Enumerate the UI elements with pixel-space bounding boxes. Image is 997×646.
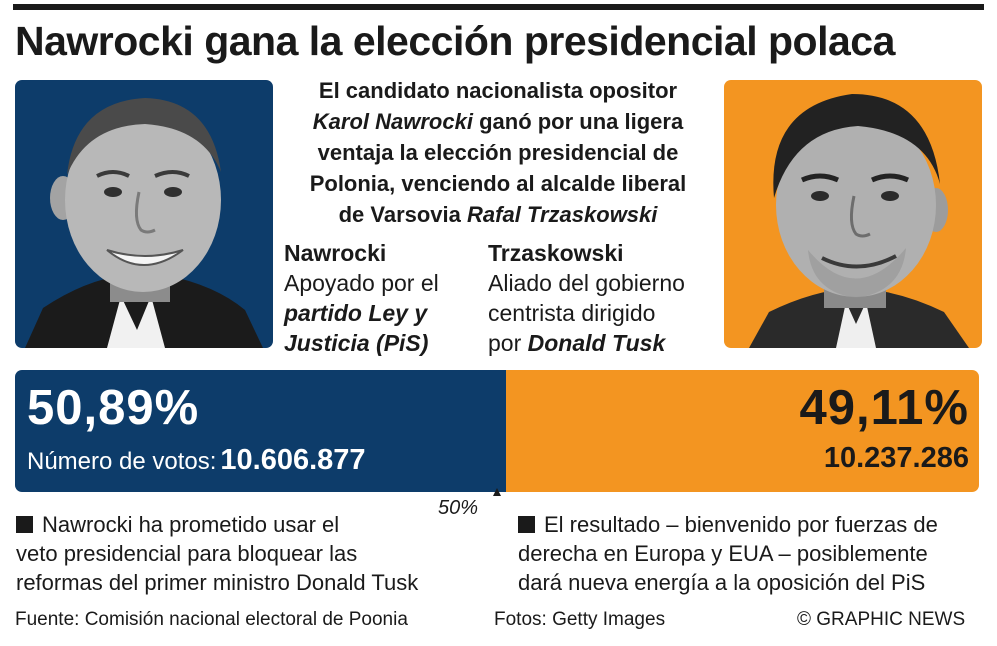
intro-text: El candidato nacionalista opositor Karol… bbox=[278, 75, 718, 230]
candidate-desc-line: por bbox=[488, 330, 522, 356]
intro-line-2: ganó por una ligera bbox=[479, 109, 684, 134]
bullet-square-icon bbox=[518, 516, 535, 533]
candidate-desc-line: centrista dirigido bbox=[488, 300, 656, 326]
votes-nawrocki: Número de votos: 10.606.877 bbox=[27, 444, 366, 477]
note-line: dará nueva energía a la oposición del Pi… bbox=[518, 570, 926, 595]
intro-line-5: de Varsovia bbox=[338, 202, 461, 227]
intro-name-trzaskowski: Rafal Trzaskowski bbox=[467, 202, 658, 227]
percent-label-nawrocki: 50,89% bbox=[27, 381, 200, 435]
page-title: Nawrocki gana la elección presidencial p… bbox=[15, 18, 895, 64]
bullet-square-icon bbox=[16, 516, 33, 533]
result-bar-trzaskowski: 49,11% 10.237.286 bbox=[506, 370, 979, 492]
candidate-name: Trzaskowski bbox=[488, 240, 624, 266]
note-line: El resultado – bienvenido por fuerzas de bbox=[544, 512, 938, 537]
nawrocki-photo bbox=[15, 80, 273, 348]
note-line: reformas del primer ministro Donald Tusk bbox=[16, 570, 419, 595]
candidate-name: Nawrocki bbox=[284, 240, 387, 266]
trzaskowski-photo bbox=[724, 80, 982, 348]
source-note: Fuente: Comisión nacional electoral de P… bbox=[15, 609, 408, 630]
percent-label-trzaskowski: 49,11% bbox=[799, 381, 969, 435]
midpoint-marker bbox=[493, 488, 501, 496]
top-rule bbox=[13, 4, 984, 10]
candidate-desc-line: Justicia (PiS) bbox=[284, 330, 429, 356]
intro-line-4: Polonia, venciendo al alcalde liberal bbox=[309, 171, 687, 196]
note-line: Nawrocki ha prometido usar el bbox=[42, 512, 340, 537]
midpoint-label: 50% bbox=[438, 497, 479, 519]
photo-credit: Fotos: Getty Images bbox=[494, 609, 666, 630]
candidate-desc-bold: Donald Tusk bbox=[527, 330, 666, 356]
note-result: El resultado – bienvenido por fuerzas de… bbox=[518, 510, 986, 597]
note-line: veto presidencial para bloquear las bbox=[16, 541, 358, 566]
intro-name-nawrocki: Karol Nawrocki bbox=[312, 109, 473, 134]
candidate-trzaskowski: Trzaskowski Aliado del gobierno centrist… bbox=[488, 238, 723, 358]
note-veto: Nawrocki ha prometido usar el veto presi… bbox=[16, 510, 446, 597]
candidate-desc-line: Apoyado por el bbox=[284, 270, 439, 296]
votes-value-trzaskowski: 10.237.286 bbox=[823, 442, 969, 474]
candidate-desc-line: partido Ley y bbox=[284, 300, 428, 326]
publisher-credit: © GRAPHIC NEWS bbox=[797, 609, 966, 630]
votes-value-nawrocki: 10.606.877 bbox=[220, 444, 366, 476]
note-line: derecha en Europa y EUA – posiblemente bbox=[518, 541, 928, 566]
votes-caption: Número de votos: bbox=[27, 448, 217, 475]
candidate-desc-line: Aliado del gobierno bbox=[488, 270, 685, 296]
intro-line-3: ventaja la elección presidencial de bbox=[317, 140, 679, 165]
result-bar-nawrocki: 50,89% Número de votos: 10.606.877 bbox=[15, 370, 506, 492]
candidate-nawrocki: Nawrocki Apoyado por el partido Ley y Ju… bbox=[284, 238, 484, 358]
intro-line-1: El candidato nacionalista opositor bbox=[318, 78, 678, 103]
